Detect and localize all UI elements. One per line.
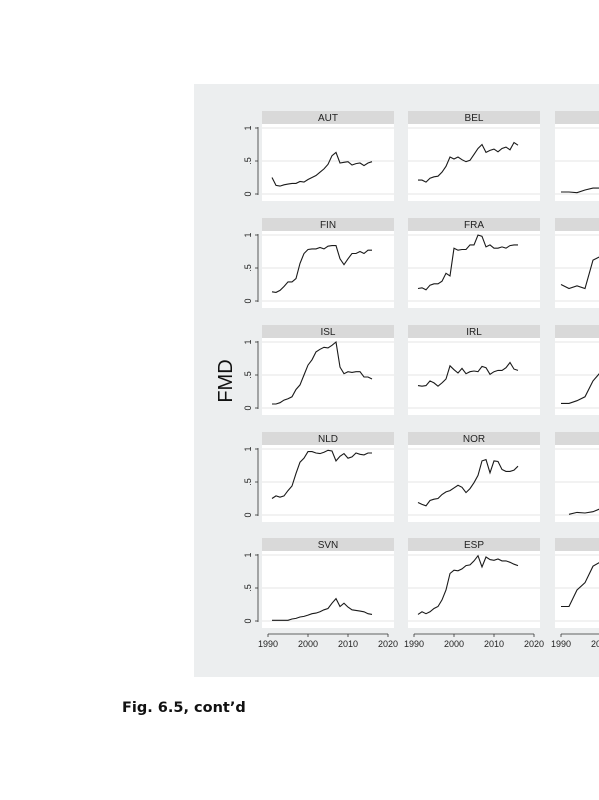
y-tick-label: 0 bbox=[243, 191, 253, 196]
series-line bbox=[417, 458, 519, 507]
panel-strip bbox=[262, 432, 394, 445]
panel-strip bbox=[555, 325, 599, 338]
series-line bbox=[418, 141, 519, 183]
panel-strip bbox=[555, 111, 599, 124]
panel-plot-area bbox=[555, 231, 599, 308]
panel-strip bbox=[555, 218, 599, 231]
panel-plot-area bbox=[262, 445, 394, 522]
y-tick-label: 1 bbox=[243, 339, 253, 344]
panel-plot-area bbox=[262, 231, 394, 308]
x-tick-label: 2000 bbox=[298, 639, 318, 649]
figure-caption: Fig. 6.5, cont’d bbox=[122, 700, 246, 716]
y-tick-label: 0 bbox=[243, 298, 253, 303]
figure-panel: AUT 0 .5 1 BEL FIN 0 .5 1 FRA ISL 0 .5 1 IRL NLD 0 .5 1 NOR… bbox=[194, 84, 599, 677]
series-line bbox=[561, 373, 599, 404]
panel-plot-area bbox=[408, 551, 540, 628]
panel-title: SVN bbox=[318, 540, 339, 551]
y-tick-label: 0 bbox=[243, 405, 253, 410]
panel-title: AUT bbox=[318, 113, 338, 124]
panel-strip bbox=[555, 432, 599, 445]
panel-strip bbox=[555, 538, 599, 551]
panel-title: FRA bbox=[464, 220, 484, 231]
series-line bbox=[272, 340, 373, 405]
panel-strip bbox=[408, 325, 540, 338]
panel-title: ESP bbox=[464, 540, 484, 551]
x-tick-label: 2020 bbox=[378, 639, 398, 649]
panel-plot-area bbox=[262, 551, 394, 628]
x-tick-label: 2000 bbox=[444, 639, 464, 649]
x-tick-label: 1990 bbox=[258, 639, 278, 649]
panel-strip bbox=[262, 538, 394, 551]
panel-strip bbox=[408, 432, 540, 445]
panel-plot-area bbox=[408, 231, 540, 308]
panel-title: NOR bbox=[463, 434, 485, 445]
panel-strip bbox=[408, 218, 540, 231]
x-tick-label: 2010 bbox=[484, 639, 504, 649]
y-tick-label: .5 bbox=[243, 371, 253, 379]
y-tick-label: 1 bbox=[243, 125, 253, 130]
panel-plot-area bbox=[555, 445, 599, 522]
panel-title: BEL bbox=[465, 113, 484, 124]
x-tick-label: 2010 bbox=[338, 639, 358, 649]
series-line bbox=[417, 361, 519, 387]
series-line bbox=[271, 449, 372, 499]
small-multiples-chart: AUT 0 .5 1 BEL FIN 0 .5 1 FRA ISL 0 .5 1 IRL NLD 0 .5 1 NOR… bbox=[215, 111, 599, 649]
y-tick-label: .5 bbox=[243, 584, 253, 592]
panel-strip bbox=[262, 325, 394, 338]
panel-plot-area bbox=[408, 124, 540, 201]
panel-title: FIN bbox=[320, 220, 336, 231]
x-tick-label: 2000 bbox=[591, 639, 599, 649]
y-tick-label: 1 bbox=[243, 232, 253, 237]
panel-plot-area bbox=[262, 338, 394, 415]
panel-plot-area bbox=[408, 338, 540, 415]
y-tick-label: 1 bbox=[243, 446, 253, 451]
x-tick-label: 2020 bbox=[524, 639, 544, 649]
series-line bbox=[561, 187, 599, 194]
series-line bbox=[417, 554, 519, 615]
y-tick-label: 0 bbox=[243, 512, 253, 517]
panel-plot-area bbox=[555, 124, 599, 201]
panel-title: NLD bbox=[318, 434, 338, 445]
y-axis-label: FMD bbox=[215, 359, 237, 402]
series-line bbox=[417, 234, 518, 291]
panel-title: ISL bbox=[320, 327, 335, 338]
x-tick-label: 1990 bbox=[404, 639, 424, 649]
y-tick-label: .5 bbox=[243, 478, 253, 486]
series-line bbox=[560, 256, 599, 290]
series-line bbox=[271, 245, 372, 293]
series-line bbox=[561, 562, 599, 608]
panel-title: IRL bbox=[466, 327, 482, 338]
y-tick-label: .5 bbox=[243, 264, 253, 272]
panel-strip bbox=[262, 218, 394, 231]
series-line bbox=[568, 508, 599, 515]
series-line bbox=[272, 597, 373, 621]
y-tick-label: 1 bbox=[243, 552, 253, 557]
y-tick-label: .5 bbox=[243, 157, 253, 165]
panel-strip bbox=[408, 111, 540, 124]
series-line bbox=[271, 151, 373, 187]
panel-strip bbox=[262, 111, 394, 124]
panel-plot-area bbox=[262, 124, 394, 201]
y-tick-label: 0 bbox=[243, 618, 253, 623]
x-tick-label: 1990 bbox=[551, 639, 571, 649]
panel-strip bbox=[408, 538, 540, 551]
panel-plot-area bbox=[555, 338, 599, 415]
